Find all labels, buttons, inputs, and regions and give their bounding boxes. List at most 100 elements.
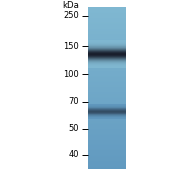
Bar <box>88 118 126 119</box>
Bar <box>88 34 126 35</box>
Bar <box>88 33 126 34</box>
Bar <box>88 111 126 112</box>
Bar <box>88 19 126 20</box>
Bar <box>88 108 126 109</box>
Bar <box>88 141 126 142</box>
Bar <box>88 111 126 112</box>
Bar <box>88 62 126 63</box>
Bar <box>88 35 126 36</box>
Bar <box>88 21 126 22</box>
Bar <box>88 148 126 149</box>
Bar <box>88 66 126 67</box>
Bar <box>88 72 126 73</box>
Bar <box>88 112 126 113</box>
Bar <box>88 132 126 133</box>
Bar <box>88 26 126 27</box>
Bar <box>88 147 126 148</box>
Bar <box>88 99 126 100</box>
Bar <box>88 56 126 57</box>
Bar <box>88 47 126 48</box>
Bar <box>88 116 126 117</box>
Bar <box>88 16 126 17</box>
Bar <box>88 98 126 99</box>
Bar <box>88 83 126 84</box>
Bar <box>88 102 126 103</box>
Bar <box>88 162 126 163</box>
Bar <box>88 21 126 22</box>
Bar <box>88 56 126 57</box>
Bar <box>88 113 126 114</box>
Bar <box>88 48 126 49</box>
Bar <box>88 22 126 23</box>
Bar <box>88 84 126 85</box>
Bar <box>88 8 126 9</box>
Bar <box>88 140 126 141</box>
Bar <box>88 56 126 57</box>
Bar <box>88 28 126 29</box>
Bar <box>88 60 126 61</box>
Bar <box>88 43 126 44</box>
Bar <box>88 113 126 114</box>
Bar <box>88 105 126 106</box>
Bar <box>88 111 126 112</box>
Bar <box>88 29 126 30</box>
Bar <box>88 51 126 52</box>
Bar <box>88 146 126 147</box>
Bar <box>88 40 126 41</box>
Bar <box>88 112 126 113</box>
Bar <box>88 41 126 42</box>
Bar <box>88 71 126 72</box>
Bar <box>88 24 126 25</box>
Bar <box>88 13 126 14</box>
Bar <box>88 48 126 49</box>
Bar <box>88 15 126 16</box>
Bar <box>88 43 126 44</box>
Bar <box>88 95 126 96</box>
Bar <box>88 114 126 115</box>
Bar <box>88 165 126 166</box>
Bar <box>88 85 126 86</box>
Bar <box>88 160 126 161</box>
Bar <box>88 153 126 154</box>
Bar <box>88 124 126 125</box>
Bar <box>88 47 126 48</box>
Bar <box>88 109 126 110</box>
Bar <box>88 77 126 78</box>
Bar <box>88 39 126 40</box>
Bar <box>88 43 126 44</box>
Bar <box>88 108 126 109</box>
Bar <box>88 98 126 99</box>
Bar <box>88 75 126 76</box>
Bar <box>88 31 126 32</box>
Bar <box>88 116 126 117</box>
Bar <box>88 168 126 169</box>
Bar <box>88 114 126 115</box>
Bar <box>88 113 126 114</box>
Bar <box>88 167 126 168</box>
Bar <box>88 131 126 132</box>
Bar <box>88 64 126 65</box>
Bar <box>88 17 126 18</box>
Bar <box>88 121 126 122</box>
Bar <box>88 87 126 88</box>
Bar <box>88 13 126 14</box>
Bar <box>88 117 126 118</box>
Bar <box>88 151 126 152</box>
Bar <box>88 40 126 41</box>
Bar <box>88 41 126 42</box>
Bar <box>88 57 126 58</box>
Bar <box>88 161 126 162</box>
Bar <box>88 38 126 39</box>
Bar <box>88 64 126 65</box>
Bar <box>88 36 126 37</box>
Bar <box>88 104 126 105</box>
Bar <box>88 152 126 153</box>
Bar <box>88 122 126 123</box>
Bar <box>88 123 126 124</box>
Bar <box>88 137 126 138</box>
Bar <box>88 56 126 57</box>
Bar <box>88 63 126 64</box>
Bar <box>88 53 126 54</box>
Bar <box>88 46 126 47</box>
Bar <box>88 49 126 50</box>
